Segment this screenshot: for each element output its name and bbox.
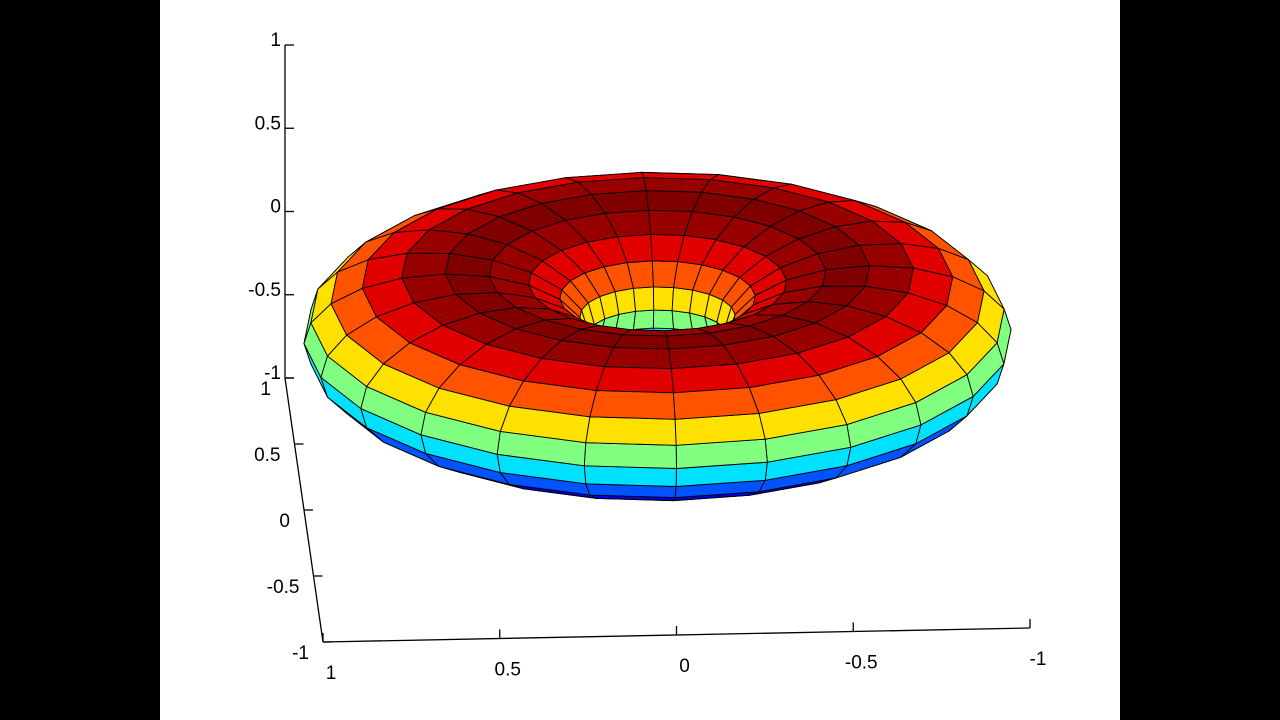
x-tick-label: -1 [1030, 649, 1047, 670]
surface-face [652, 286, 675, 312]
x-tick-label: 0.5 [495, 660, 521, 681]
surface-face [652, 309, 675, 330]
surface-face [595, 366, 674, 394]
surface-face [643, 177, 711, 193]
x-tick-label: 1 [326, 663, 337, 684]
y-tick-label: 0 [279, 511, 290, 532]
surface-face [604, 347, 672, 370]
x-tick-label: -0.5 [845, 653, 878, 674]
surface-face [585, 416, 677, 446]
surface-face [583, 465, 677, 487]
surface-face [632, 286, 655, 312]
y-tick-label: -0.5 [267, 577, 300, 598]
y-tick-label: 0.5 [254, 445, 280, 466]
surface-face [632, 309, 655, 330]
z-tick-label: 0 [270, 197, 281, 218]
surface-face [613, 334, 670, 350]
surface-face [671, 287, 694, 314]
surface-face [645, 190, 702, 213]
z-tick-label: -1 [264, 363, 281, 384]
z-tick-label: 1 [270, 30, 281, 51]
y-tick-label: 1 [260, 379, 271, 400]
x-tick-label: 0 [679, 656, 690, 677]
y-tick-label: -1 [292, 643, 309, 664]
surface-face [583, 442, 677, 469]
surface-face [672, 387, 760, 420]
z-tick-label: 0.5 [255, 113, 281, 134]
surface-face [589, 390, 676, 420]
z-tick-label: -0.5 [248, 280, 281, 301]
